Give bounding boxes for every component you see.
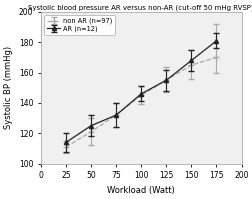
Title: Systolic blood pressure AR versus non-AR (cut-off 50 mHg RVSP): Systolic blood pressure AR versus non-AR… xyxy=(28,4,252,11)
Legend: non AR (n=97), AR (n=12): non AR (n=97), AR (n=12) xyxy=(44,15,114,35)
X-axis label: Workload (Watt): Workload (Watt) xyxy=(107,186,174,195)
Y-axis label: Systolic BP (mmHg): Systolic BP (mmHg) xyxy=(4,46,13,129)
